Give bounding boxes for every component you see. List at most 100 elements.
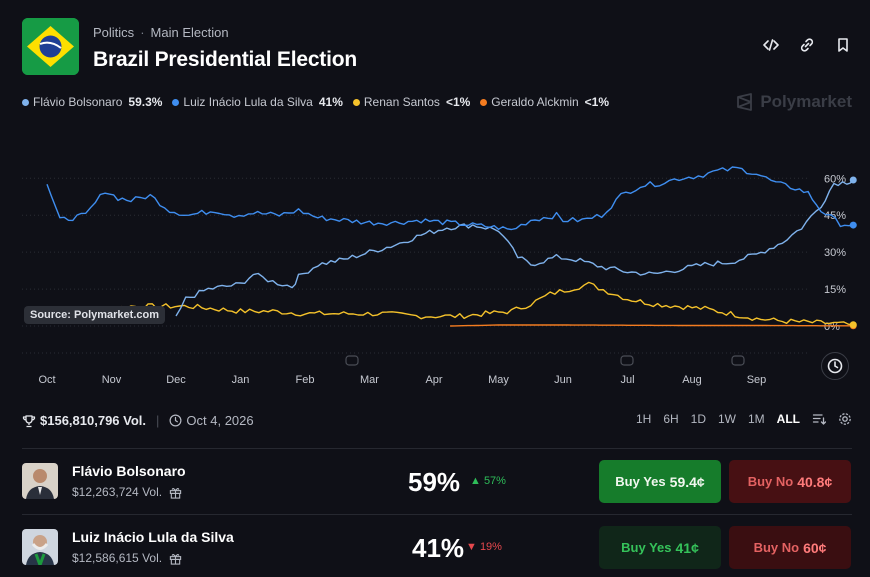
- y-tick-label: 60%: [824, 173, 846, 185]
- series-endpoint: [849, 321, 857, 329]
- legend-name: Geraldo Alckmin: [491, 95, 579, 109]
- legend-swatch: [22, 98, 29, 106]
- x-tick-label: Aug: [682, 374, 702, 386]
- y-tick-label: 30%: [824, 247, 846, 259]
- divider: [22, 514, 852, 515]
- event-marker[interactable]: [345, 355, 359, 366]
- candidate-row-flavio-bolsonaro[interactable]: Flávio Bolsonaro $12,263,724 Vol. 59% ▲ …: [22, 460, 852, 523]
- x-tick-label: Sep: [747, 374, 767, 386]
- legend-name: Renan Santos: [363, 95, 440, 109]
- range-1m[interactable]: 1M: [748, 412, 765, 426]
- bookmark-icon[interactable]: [834, 36, 852, 54]
- buy-yes-price: 41¢: [675, 539, 699, 556]
- legend-name: Flávio Bolsonaro: [33, 95, 123, 109]
- price-history-chart[interactable]: 60%45%30%15%0%Oct Nov Dec Jan Feb Mar Apr May Ju…: [0, 150, 870, 390]
- probability-change: ▼ 19%: [466, 541, 502, 553]
- sort-icon[interactable]: [812, 412, 826, 426]
- range-6h[interactable]: 6H: [663, 412, 679, 426]
- total-volume: $156,810,796 Vol.: [40, 413, 147, 428]
- legend-pct: 59.3%: [128, 95, 163, 109]
- x-tick-label: Nov: [102, 374, 122, 386]
- x-tick-label: Jun: [554, 374, 572, 386]
- x-tick-label: Jul: [620, 374, 634, 386]
- embed-icon[interactable]: [762, 36, 780, 54]
- breadcrumb-subcategory[interactable]: Main Election: [150, 25, 229, 40]
- series-endpoint: [849, 221, 857, 229]
- candidate-name[interactable]: Luiz Inácio Lula da Silva: [72, 529, 234, 545]
- divider: [22, 448, 852, 449]
- buy-yes-price: 59.4¢: [669, 473, 705, 490]
- range-1h[interactable]: 1H: [635, 412, 652, 426]
- range-all[interactable]: ALL: [776, 412, 800, 426]
- series-line-fl-vio-bolsonaro[interactable]: [175, 179, 854, 317]
- brazil-flag-icon: [22, 18, 79, 75]
- candidate-probability: 41%: [412, 533, 465, 563]
- gift-icon[interactable]: [169, 486, 182, 499]
- series-line-luiz-in-cio-lula-da-silva[interactable]: [46, 166, 854, 231]
- x-tick-label: May: [488, 374, 509, 386]
- legend-swatch: [480, 98, 488, 106]
- legend-pct: <1%: [584, 95, 610, 109]
- clock-icon: [169, 414, 182, 427]
- gift-icon[interactable]: [169, 552, 182, 565]
- legend-swatch: [352, 98, 360, 106]
- breadcrumb: Politics · Main Election: [93, 25, 229, 40]
- trophy-icon: [22, 414, 36, 427]
- legend-name: Luiz Inácio Lula da Silva: [183, 95, 313, 109]
- y-tick-label: 45%: [824, 210, 846, 222]
- brand-name: Polymarket: [760, 92, 852, 111]
- buy-yes-button[interactable]: Buy Yes 59.4¢: [599, 460, 721, 503]
- polymarket-logo: Polymarket: [736, 92, 852, 112]
- buy-no-button[interactable]: Buy No 40.8¢: [729, 460, 851, 503]
- x-tick-label: Mar: [360, 374, 379, 386]
- x-tick-label: Oct: [38, 374, 55, 386]
- candidate-probability: 59%: [408, 467, 461, 497]
- buy-no-price: 60¢: [803, 539, 827, 556]
- candidate-volume: $12,263,724 Vol.: [72, 485, 182, 499]
- y-tick-label: 15%: [824, 284, 846, 296]
- event-marker[interactable]: [731, 355, 745, 366]
- clock-icon: [827, 358, 843, 374]
- buy-no-label: Buy No: [753, 540, 800, 555]
- x-tick-label: Dec: [166, 374, 186, 386]
- candidate-row-lula[interactable]: Luiz Inácio Lula da Silva $12,586,615 Vo…: [22, 526, 852, 577]
- avatar: [22, 463, 58, 499]
- buy-yes-label: Buy Yes: [621, 540, 672, 555]
- breadcrumb-category[interactable]: Politics: [93, 25, 135, 40]
- legend-item[interactable]: Luiz Inácio Lula da Silva 41%: [172, 95, 343, 109]
- breadcrumb-separator: ·: [140, 25, 145, 40]
- legend-item[interactable]: Flávio Bolsonaro 59.3%: [22, 95, 162, 109]
- legend-swatch: [172, 98, 180, 106]
- legend-item[interactable]: Renan Santos <1%: [352, 95, 470, 109]
- avatar: [22, 529, 58, 565]
- range-1w[interactable]: 1W: [718, 412, 736, 426]
- end-date: Oct 4, 2026: [186, 413, 254, 428]
- polymarket-logo-icon: [737, 93, 753, 111]
- probability-change: ▲ 57%: [470, 475, 506, 487]
- candidate-volume: $12,586,615 Vol.: [72, 551, 182, 565]
- link-icon[interactable]: [798, 36, 816, 54]
- market-header: Politics · Main Election Brazil Presidenti…: [22, 18, 852, 78]
- x-tick-label: Apr: [425, 374, 442, 386]
- history-button[interactable]: [821, 352, 849, 380]
- time-range-selector: 1H 6H 1D 1W 1M ALL: [636, 412, 852, 426]
- chart-source-label: Source: Polymarket.com: [24, 306, 165, 324]
- series-line-geraldo-alckmin[interactable]: [450, 324, 854, 327]
- settings-gear-icon[interactable]: [838, 412, 852, 426]
- header-actions: [762, 36, 852, 54]
- buy-no-button[interactable]: Buy No 60¢: [729, 526, 851, 569]
- candidate-volume-value: $12,586,615 Vol.: [72, 551, 163, 565]
- buy-yes-button[interactable]: Buy Yes 41¢: [599, 526, 721, 569]
- buy-no-label: Buy No: [747, 474, 794, 489]
- legend-item[interactable]: Geraldo Alckmin <1%: [480, 95, 609, 109]
- range-1d[interactable]: 1D: [690, 412, 706, 426]
- candidate-name[interactable]: Flávio Bolsonaro: [72, 463, 186, 479]
- series-endpoint: [849, 176, 857, 184]
- stats-divider: |: [156, 413, 160, 428]
- legend-pct: 41%: [318, 95, 343, 109]
- event-marker[interactable]: [620, 355, 634, 366]
- market-stats: $156,810,796 Vol. | Oct 4, 2026: [22, 413, 254, 428]
- x-tick-label: Feb: [296, 374, 315, 386]
- chart-legend: Flávio Bolsonaro 59.3% Luiz Inácio Lula da…: [22, 95, 609, 109]
- buy-no-price: 40.8¢: [797, 473, 833, 490]
